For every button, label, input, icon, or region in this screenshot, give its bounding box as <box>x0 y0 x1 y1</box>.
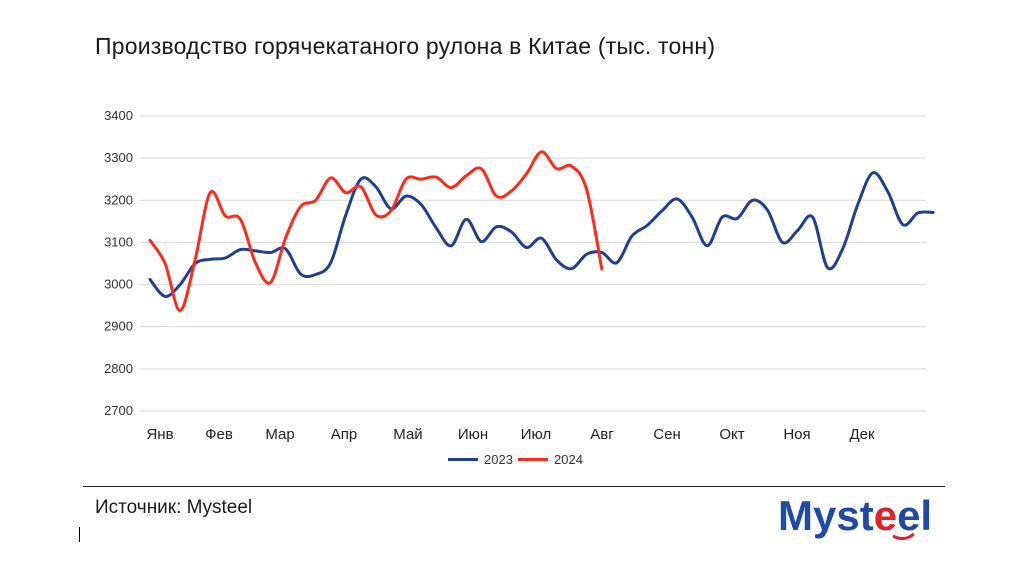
x-tick-label: Ноя <box>783 426 810 443</box>
y-tick-label-2900: 2900 <box>104 319 133 334</box>
legend: 2023 2024 <box>0 452 1024 472</box>
legend-label-2023: 2023 <box>484 452 513 467</box>
x-tick-label: Июн <box>458 426 488 443</box>
x-tick-label: Июл <box>521 426 551 443</box>
y-tick-label-3300: 3300 <box>104 150 133 165</box>
x-tick-label: Апр <box>331 426 357 443</box>
chart-title: Производство горячекатаного рулона в Кит… <box>95 33 716 59</box>
y-tick-label-3000: 3000 <box>104 277 133 292</box>
footer-divider <box>83 486 945 487</box>
x-tick-label: Фев <box>205 426 233 443</box>
y-tick-label-3400: 3400 <box>104 108 133 123</box>
x-tick-label: Авг <box>590 426 614 443</box>
y-tick-label-2800: 2800 <box>104 361 133 376</box>
x-tick-label: Мар <box>265 426 294 443</box>
legend-label-2024: 2024 <box>554 452 583 467</box>
legend-swatch-2024 <box>518 458 548 461</box>
y-tick-label-3100: 3100 <box>104 234 133 249</box>
mysteel-logo: Mysteel <box>778 492 932 541</box>
legend-item-2023: 2023 <box>448 452 513 467</box>
y-tick-label-2700: 2700 <box>104 403 133 418</box>
x-tick-label: Май <box>393 426 422 443</box>
series-line-2024 <box>148 150 604 313</box>
y-tick-label-3200: 3200 <box>104 192 133 207</box>
text-cursor <box>79 527 80 542</box>
legend-swatch-2023 <box>448 458 478 461</box>
x-tick-label: Сен <box>653 426 680 443</box>
x-tick-label: Окт <box>719 426 744 443</box>
legend-item-2024: 2024 <box>518 452 583 467</box>
logo-swoosh-icon <box>892 532 915 541</box>
series-line-2023 <box>148 171 935 298</box>
x-tick-label: Дек <box>849 426 875 443</box>
x-tick-label: Янв <box>146 426 173 443</box>
logo-text: Mysteel <box>778 492 932 539</box>
source-text: Источник: Mysteel <box>95 497 253 518</box>
